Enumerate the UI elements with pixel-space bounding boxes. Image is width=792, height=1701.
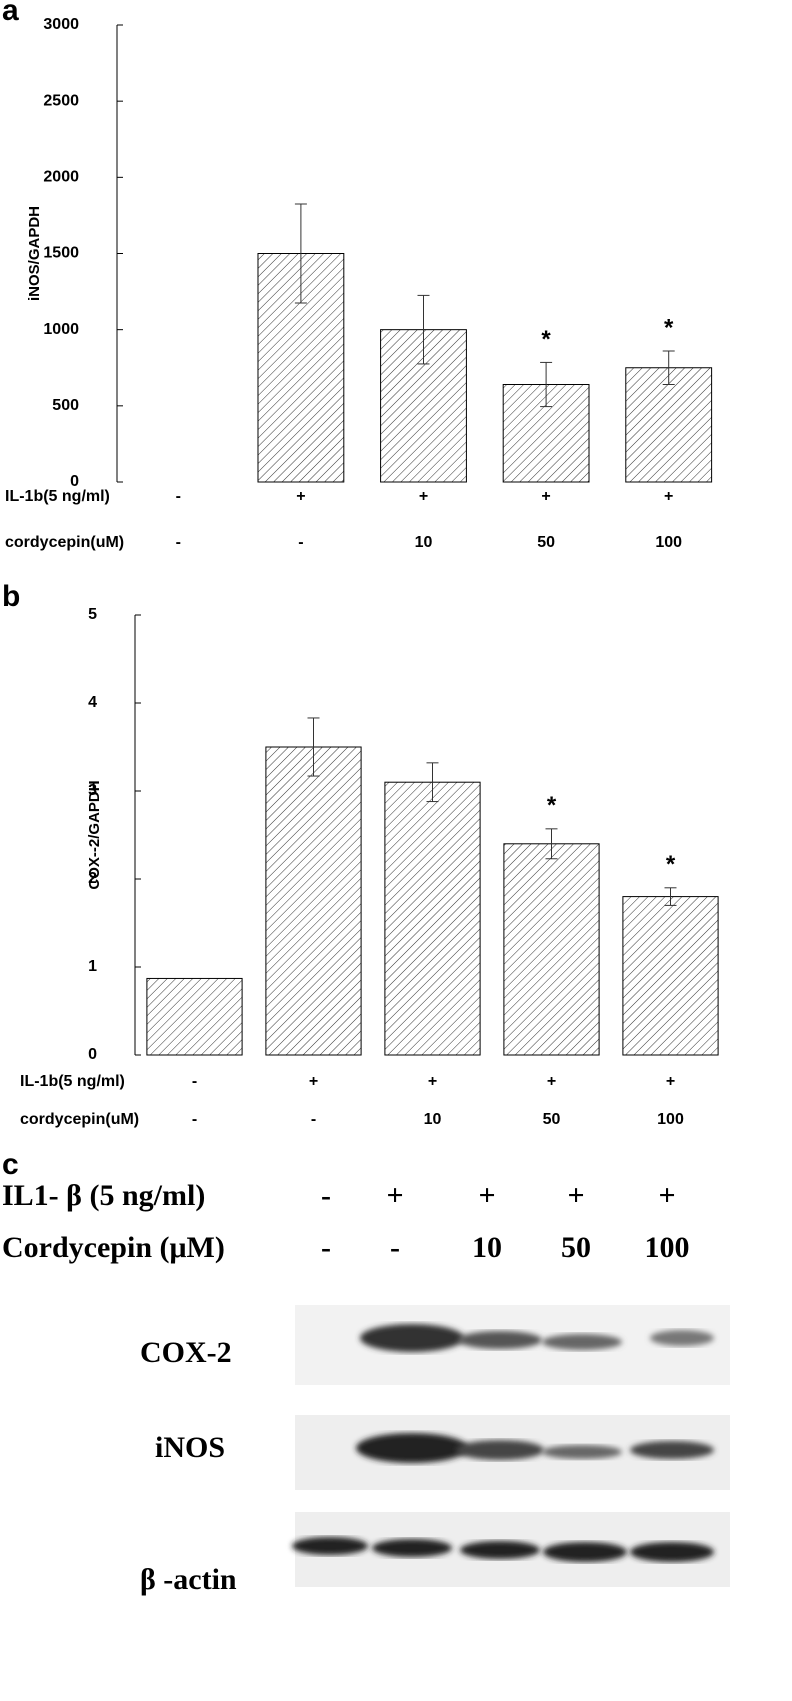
y-tick-label: 3000 bbox=[43, 16, 79, 33]
y-tick-label: 1000 bbox=[43, 321, 79, 338]
condition-value: 100 bbox=[657, 1111, 684, 1128]
condition-value: + bbox=[419, 488, 428, 505]
panel-letter: b bbox=[2, 580, 20, 613]
band bbox=[372, 1539, 452, 1557]
band bbox=[630, 1542, 714, 1562]
condition-value: 50 bbox=[543, 1111, 561, 1128]
condition-label: cordycepin(uM) bbox=[5, 534, 124, 551]
condition-value: - bbox=[298, 534, 303, 551]
condition-value: + bbox=[386, 1179, 403, 1212]
condition-value: + bbox=[567, 1179, 584, 1212]
condition-value: 50 bbox=[537, 534, 555, 551]
condition-label: IL1- β (5 ng/ml) bbox=[2, 1179, 205, 1212]
band bbox=[292, 1537, 368, 1555]
y-tick-label: 0 bbox=[88, 1046, 97, 1063]
band bbox=[542, 1445, 622, 1459]
bar bbox=[503, 843, 600, 1056]
condition-label: IL-1b(5 ng/ml) bbox=[5, 488, 110, 505]
condition-label: Cordycepin (μM) bbox=[2, 1231, 225, 1264]
condition-value: 10 bbox=[424, 1111, 442, 1128]
condition-value: 100 bbox=[645, 1231, 690, 1264]
significance: * bbox=[547, 792, 557, 819]
y-tick-label: 1500 bbox=[43, 245, 79, 262]
band bbox=[542, 1334, 622, 1350]
band bbox=[456, 1440, 544, 1460]
condition-value: + bbox=[547, 1073, 556, 1090]
bar bbox=[146, 977, 243, 1056]
condition-value: 50 bbox=[561, 1231, 591, 1264]
y-tick-label: 2 bbox=[88, 870, 97, 887]
condition-value: - bbox=[311, 1111, 316, 1128]
y-tick-label: 3 bbox=[88, 782, 97, 799]
condition-label: cordycepin(uM) bbox=[20, 1111, 139, 1128]
condition-value: - bbox=[192, 1111, 197, 1128]
y-tick-label: 0 bbox=[70, 473, 79, 490]
y-tick-label: 4 bbox=[88, 694, 97, 711]
band-label: iNOS bbox=[155, 1431, 225, 1464]
panel-letter: a bbox=[2, 0, 19, 27]
panel-letter: c bbox=[2, 1148, 19, 1181]
band bbox=[458, 1331, 542, 1349]
band-label: COX-2 bbox=[140, 1336, 232, 1369]
condition-value: 10 bbox=[415, 534, 433, 551]
condition-value: - bbox=[176, 488, 181, 505]
band-label: β -actin bbox=[140, 1563, 237, 1596]
condition-value: + bbox=[428, 1073, 437, 1090]
significance: * bbox=[666, 851, 676, 878]
condition-value: 10 bbox=[472, 1231, 502, 1264]
condition-value: + bbox=[296, 488, 305, 505]
significance: * bbox=[541, 326, 551, 353]
condition-label: IL-1b(5 ng/ml) bbox=[20, 1073, 125, 1090]
y-tick-label: 5 bbox=[88, 606, 97, 623]
y-axis-label: iNOS/GAPDH bbox=[26, 206, 43, 301]
y-tick-label: 2000 bbox=[43, 169, 79, 186]
bar bbox=[625, 367, 713, 483]
condition-value: + bbox=[666, 1073, 675, 1090]
condition-value: + bbox=[478, 1179, 495, 1212]
condition-value: + bbox=[664, 488, 673, 505]
bar bbox=[265, 746, 362, 1056]
band bbox=[360, 1324, 464, 1352]
y-tick-label: 1 bbox=[88, 958, 97, 975]
y-axis-label: COX--2/GAPDH bbox=[86, 780, 103, 889]
condition-value: + bbox=[541, 488, 550, 505]
condition-value: - bbox=[390, 1231, 400, 1264]
condition-value: + bbox=[309, 1073, 318, 1090]
condition-value: 100 bbox=[655, 534, 682, 551]
y-tick-label: 2500 bbox=[43, 92, 79, 109]
band bbox=[650, 1330, 714, 1346]
y-tick-label: 500 bbox=[52, 397, 79, 414]
band bbox=[460, 1541, 540, 1559]
condition-value: - bbox=[321, 1179, 331, 1212]
condition-value: - bbox=[192, 1073, 197, 1090]
significance: * bbox=[664, 314, 674, 341]
condition-value: + bbox=[658, 1179, 675, 1212]
band bbox=[356, 1433, 468, 1463]
condition-value: - bbox=[176, 534, 181, 551]
band bbox=[630, 1441, 714, 1459]
bar bbox=[622, 896, 719, 1056]
band bbox=[543, 1542, 627, 1562]
condition-value: - bbox=[321, 1231, 331, 1264]
blot-panel: c IL1- β (5 ng/ml) Cordycepin (μM) COX-2… bbox=[2, 1148, 730, 1596]
bar bbox=[384, 781, 481, 1056]
